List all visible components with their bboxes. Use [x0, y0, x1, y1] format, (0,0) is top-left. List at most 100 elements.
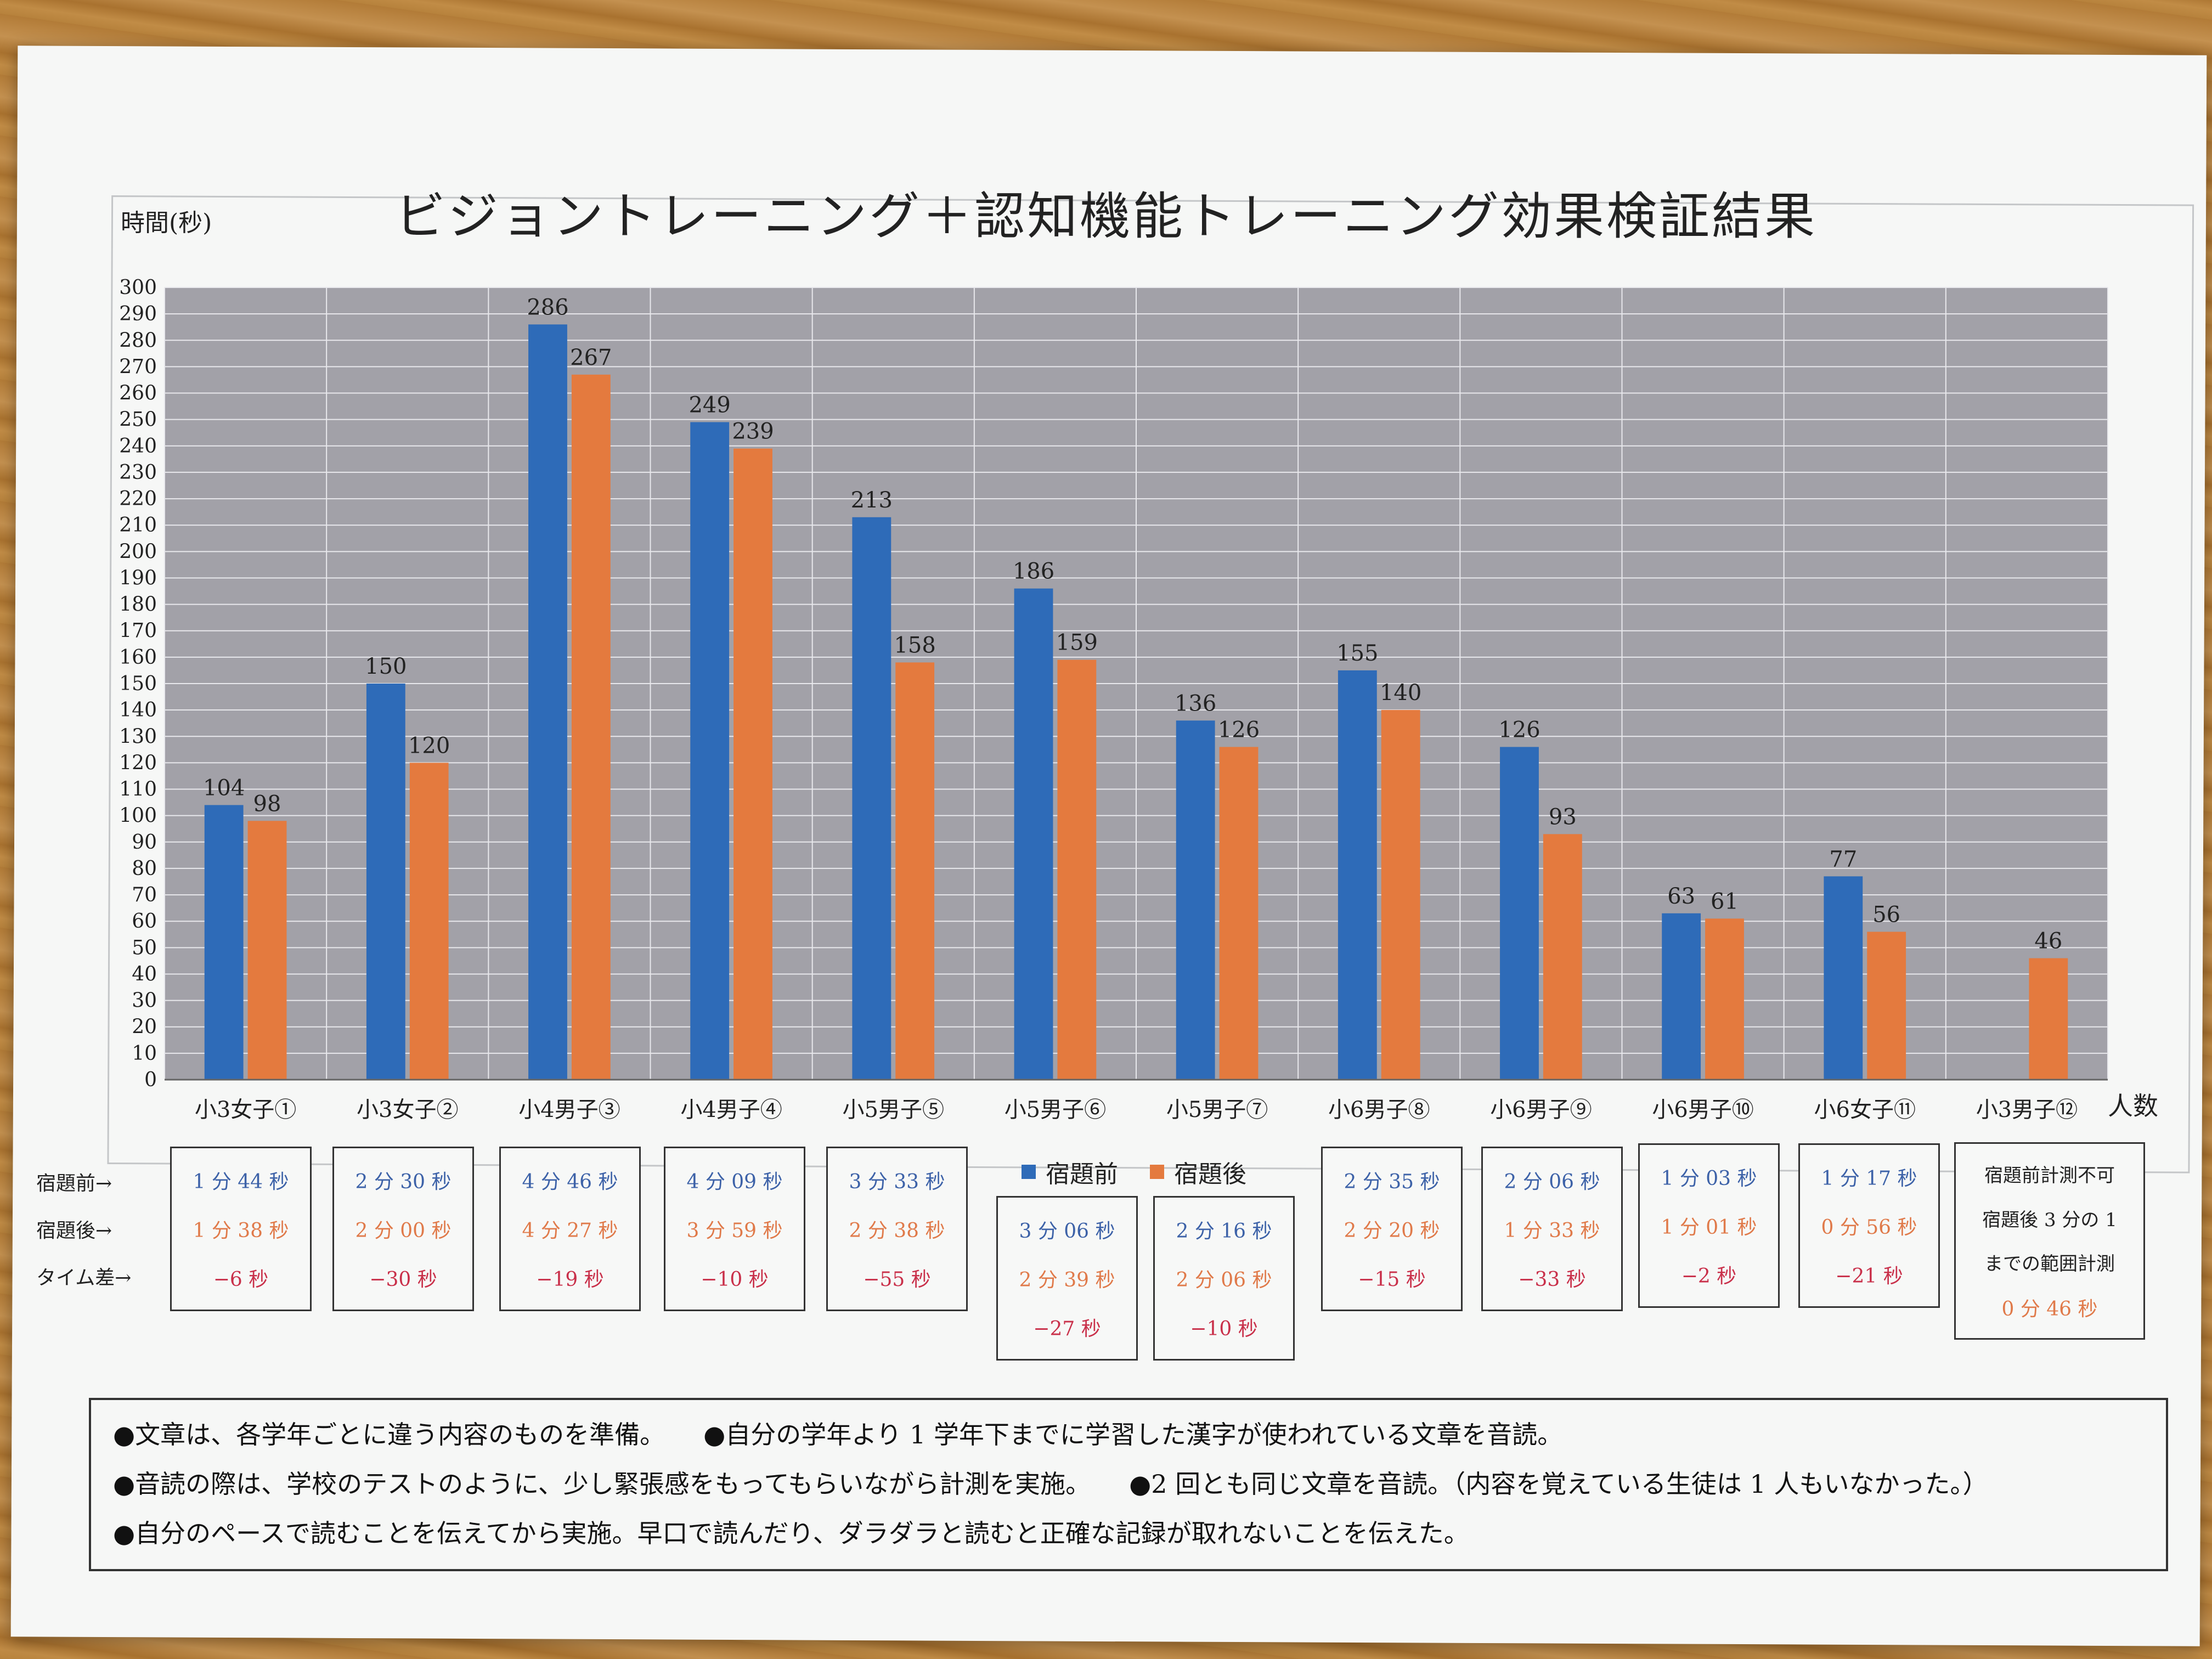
time-before: 2 分 35 秒: [1344, 1171, 1440, 1194]
legend-before: 宿題前: [1046, 1160, 1118, 1188]
category-label: 小3男子⑫: [1976, 1097, 2078, 1122]
time-diff: −19 秒: [536, 1268, 604, 1291]
time-before: 3 分 06 秒: [1019, 1220, 1115, 1243]
y-tick-label: 20: [132, 1016, 157, 1039]
y-tick-label: 150: [119, 673, 157, 695]
notes-box: ●文章は、各学年ごとに違う内容のものを準備。 ●自分の学年より 1 学年下までに学…: [89, 1398, 2168, 1571]
time-box: 4 分 46 秒 4 分 27 秒 −19 秒: [499, 1147, 641, 1311]
time-box: 2 分 35 秒 2 分 20 秒 −15 秒: [1321, 1147, 1463, 1311]
y-tick-label: 40: [132, 963, 157, 985]
data-label: 77: [1829, 847, 1857, 872]
y-tick-label: 200: [119, 540, 157, 563]
data-label: 63: [1667, 884, 1695, 909]
y-tick-label: 300: [119, 276, 157, 299]
special-line1: 宿題前計測不可: [1984, 1164, 2115, 1187]
time-before: 2 分 30 秒: [355, 1171, 452, 1194]
y-tick-label: 110: [119, 778, 157, 801]
category-label: 小4男子④: [680, 1097, 782, 1122]
data-label: 98: [253, 791, 281, 816]
data-label: 213: [851, 488, 893, 513]
data-label: 159: [1056, 630, 1098, 656]
special-line2: 宿題後 3 分の 1: [1982, 1209, 2117, 1231]
y-tick-label: 120: [119, 752, 157, 774]
bar-after: [1867, 932, 1906, 1080]
special-line3: までの範囲計測: [1984, 1253, 2115, 1276]
category-label: 小4男子③: [518, 1097, 620, 1122]
note-5: ●自分のペースで読むことを伝えてから実施。早口で読んだり、ダラダラと読むと正確な…: [113, 1519, 1469, 1548]
time-after: 4 分 27 秒: [522, 1219, 618, 1242]
bar-after: [1381, 710, 1420, 1080]
bar-before: [1176, 720, 1215, 1080]
category-label: 小3女子②: [357, 1097, 458, 1122]
category-label: 小5男子⑤: [843, 1097, 944, 1122]
data-label: 267: [570, 345, 612, 370]
y-tick-label: 50: [132, 936, 157, 959]
data-label: 104: [203, 775, 245, 800]
time-after: 1 分 01 秒: [1661, 1216, 1757, 1239]
bar-before: [1338, 670, 1377, 1080]
y-tick-label: 220: [119, 488, 157, 510]
time-box: 1 分 03 秒 1 分 01 秒 −2 秒: [1638, 1143, 1780, 1308]
time-before: 3 分 33 秒: [849, 1171, 945, 1194]
time-diff: −55 秒: [863, 1268, 931, 1291]
bar-after: [895, 662, 935, 1080]
time-after: 3 分 59 秒: [686, 1219, 783, 1242]
row-label-before: 宿題前→: [36, 1172, 112, 1195]
y-tick-label: 0: [144, 1069, 157, 1091]
bar-before: [1824, 876, 1863, 1080]
time-before: 4 分 09 秒: [686, 1171, 783, 1194]
time-before: 1 分 17 秒: [1821, 1167, 1917, 1190]
chart-title: ビジョントレーニング＋認知機能トレーニング効果検証結果: [395, 187, 1818, 246]
y-tick-label: 230: [119, 461, 157, 484]
time-box: 2 分 16 秒 2 分 06 秒 −10 秒: [1153, 1196, 1295, 1361]
data-label: 126: [1498, 718, 1540, 743]
time-box: 3 分 33 秒 2 分 38 秒 −55 秒: [826, 1147, 968, 1311]
bar-after: [571, 374, 611, 1080]
bar-before: [1662, 913, 1701, 1080]
data-label: 61: [1711, 889, 1739, 914]
bar-after: [1543, 834, 1582, 1080]
bar-before: [852, 517, 891, 1080]
y-tick-label: 290: [119, 303, 157, 325]
bar-after: [1057, 659, 1097, 1080]
legend-after: 宿題後: [1174, 1160, 1246, 1188]
y-tick-label: 30: [132, 990, 157, 1012]
time-diff: −10 秒: [1190, 1317, 1258, 1340]
data-label: 186: [1013, 559, 1054, 584]
time-diff: −33 秒: [1518, 1268, 1586, 1291]
time-after: 1 分 33 秒: [1504, 1219, 1600, 1242]
category-label: 小6男子⑩: [1652, 1097, 1753, 1122]
time-after: 0 分 56 秒: [1821, 1216, 1917, 1239]
y-tick-label: 10: [132, 1042, 157, 1065]
y-tick-label: 260: [119, 382, 157, 405]
time-box: 4 分 09 秒 3 分 59 秒 −10 秒: [664, 1147, 805, 1311]
bar-before: [1014, 588, 1053, 1080]
time-before: 2 分 06 秒: [1504, 1171, 1600, 1194]
time-box: 1 分 44 秒 1 分 38 秒 −6 秒: [170, 1147, 312, 1311]
y-tick-label: 140: [119, 699, 157, 721]
y-tick-label: 250: [119, 409, 157, 431]
bar-before: [690, 422, 730, 1080]
data-label: 120: [408, 733, 450, 758]
data-label: 136: [1175, 691, 1216, 716]
time-after: 2 分 20 秒: [1344, 1219, 1440, 1242]
time-diff: −6 秒: [213, 1268, 269, 1291]
bar-after: [733, 448, 772, 1080]
data-label: 150: [365, 654, 407, 679]
time-before: 1 分 03 秒: [1661, 1167, 1757, 1190]
time-box: 2 分 30 秒 2 分 00 秒 −30 秒: [332, 1147, 474, 1311]
y-tick-label: 240: [119, 435, 157, 458]
y-tick-label: 210: [119, 514, 157, 537]
y-tick-label: 80: [132, 857, 157, 880]
data-label: 286: [527, 295, 568, 320]
bar-after: [409, 763, 449, 1080]
time-box: 3 分 06 秒 2 分 39 秒 −27 秒: [996, 1196, 1138, 1361]
time-after: 2 分 06 秒: [1176, 1268, 1272, 1291]
row-label-diff: タイム差→: [36, 1267, 132, 1289]
legend: 宿題前 宿題後: [1022, 1154, 1246, 1189]
bar-after: [1705, 918, 1744, 1080]
note-4: ●2 回とも同じ文章を音読。（内容を覚えている生徒は 1 人もいなかった。）: [1129, 1469, 1988, 1499]
data-label: 155: [1336, 641, 1378, 666]
time-before: 4 分 46 秒: [522, 1171, 618, 1194]
category-label: 小3女子①: [195, 1097, 296, 1122]
